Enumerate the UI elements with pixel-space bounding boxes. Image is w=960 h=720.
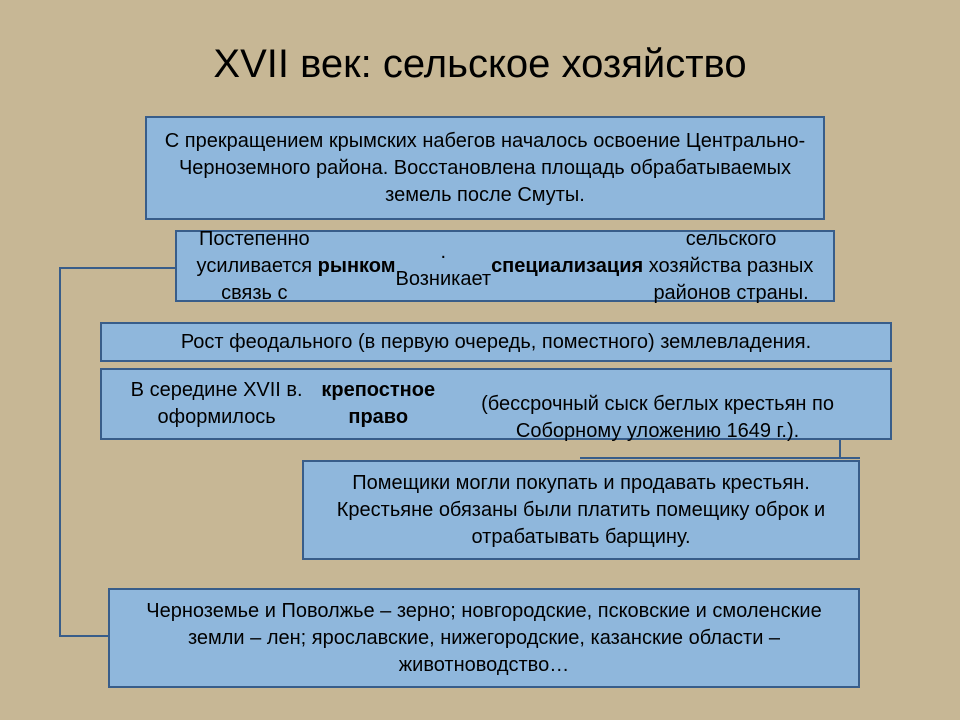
box-serfdom-law: В середине XVII в. оформилось крепостное… [100, 368, 892, 440]
box-regional-products: Черноземье и Поволжье – зерно; новгородс… [108, 588, 860, 688]
box-feudal-landowning: Рост феодального (в первую очередь, поме… [100, 322, 892, 362]
box-crimean-raids: С прекращением крымских набегов началось… [145, 116, 825, 220]
box-landlord-rights: Помещики могли покупать и продавать крес… [302, 460, 860, 560]
box-market-specialization: Постепенно усиливается связь с рынком. В… [175, 230, 835, 302]
slide-title: XVII век: сельское хозяйство [0, 42, 960, 87]
